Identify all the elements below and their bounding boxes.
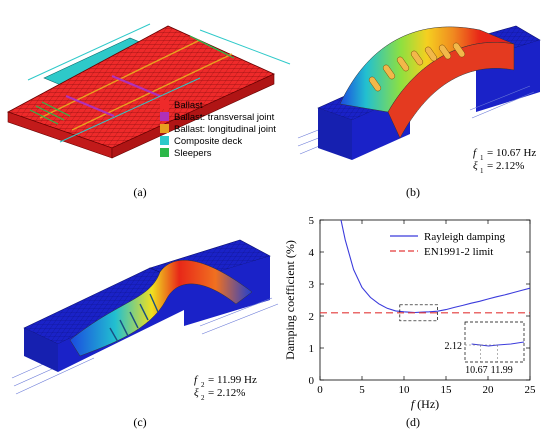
series-line (340, 219, 531, 314)
panel-label-d: (d) (406, 415, 420, 429)
legend-label: Composite deck (174, 136, 242, 147)
y-tick-label: 5 (309, 215, 315, 227)
damp-label-b-value: = 2.12% (487, 160, 524, 172)
y-tick-label: 3 (309, 279, 315, 291)
damp-label-b-symbol: ξ (473, 160, 478, 172)
plot-frame (319, 219, 531, 381)
fe-model-a (7, 23, 291, 159)
freq-label-c-value: = 11.99 Hz (208, 374, 257, 386)
freq-label-b-sub: 1 (480, 154, 484, 162)
legend-label: Ballast: transversal joint (174, 112, 275, 123)
freq-label-b-symbol: f (473, 147, 478, 159)
y-tick-label: 4 (309, 247, 315, 259)
panel-b: f 1 = 10.67 Hz ξ 1 = 2.12% (b) (297, 25, 541, 199)
panel-label-b: (b) (406, 185, 420, 199)
y-tick-label: 1 (309, 343, 315, 355)
panel-d: 0 5 10 15 20 25 0 1 2 3 4 5 f (Hz) Damping coefficien… (283, 215, 536, 429)
freq-label-c-sub: 2 (201, 381, 205, 389)
inset-label-x2: 11.99 (491, 365, 513, 376)
y-tick-label: 0 (309, 375, 315, 387)
damp-label-c-symbol: ξ (194, 387, 199, 399)
chart: 0 5 10 15 20 25 0 1 2 3 4 5 f (Hz) Damping coefficien… (283, 215, 536, 411)
freq-label-b-value: = 10.67 Hz (487, 147, 536, 159)
x-tick-label: 5 (359, 384, 365, 396)
legend-swatch (160, 136, 169, 145)
damp-label-b-sub: 1 (480, 167, 484, 175)
legend-entry: Rayleigh damping (424, 231, 505, 243)
legend-label: Ballast (174, 100, 203, 111)
panel-label-a: (a) (133, 185, 146, 199)
fe-model-b (297, 25, 541, 160)
legend-swatch (160, 100, 169, 109)
x-axis-label: f (Hz) (411, 397, 439, 411)
inset-frame (464, 321, 525, 363)
inset-label-y: 2.12 (445, 341, 463, 352)
x-tick-label: 0 (317, 384, 323, 396)
x-tick-label: 20 (483, 384, 495, 396)
x-tick-label: 10 (399, 384, 411, 396)
x-tick-label: 15 (441, 384, 453, 396)
fe-model-c (11, 239, 279, 395)
inset: 2.12 10.67 11.99 (445, 321, 525, 376)
legend-label: Sleepers (174, 148, 212, 159)
damp-label-c-value: = 2.12% (208, 387, 245, 399)
zoom-box (399, 304, 438, 322)
legend-swatch (160, 148, 169, 157)
freq-label-c-symbol: f (194, 374, 199, 386)
y-axis-label: Damping coefficient (%) (283, 240, 297, 360)
panel-c: f 2 = 11.99 Hz ξ 2 = 2.12% (c) (11, 239, 279, 429)
legend-swatch (160, 112, 169, 121)
y-tick-label: 2 (309, 311, 315, 323)
panel-label-c: (c) (133, 415, 146, 429)
x-tick-label: 25 (525, 384, 537, 396)
legend-swatch (160, 124, 169, 133)
damp-label-c-sub: 2 (201, 394, 205, 402)
legend-entry: EN1991-2 limit (424, 246, 493, 258)
inset-label-x1: 10.67 (465, 365, 488, 376)
legend-label: Ballast: longitudinal joint (174, 124, 276, 135)
chart-legend: Rayleigh damping EN1991-2 limit (390, 231, 505, 258)
